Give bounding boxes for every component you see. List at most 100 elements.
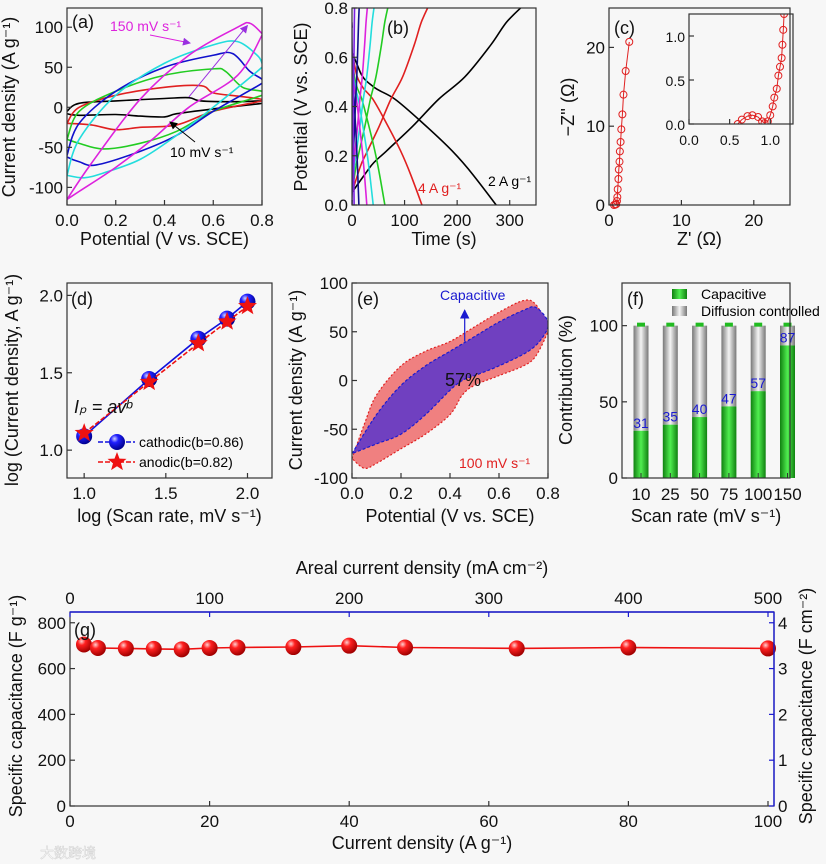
inset-point xyxy=(754,112,763,121)
x-tick-label: 1.0 xyxy=(72,484,96,503)
x-axis-title: Time (s) xyxy=(411,229,476,249)
y-tick-label: 50 xyxy=(44,58,63,77)
capacitance-point xyxy=(508,640,525,657)
plot-frame xyxy=(69,611,775,807)
x-tick-label: 0.5 xyxy=(720,132,740,148)
bar-diffusion xyxy=(780,325,795,346)
cv-curve-4 xyxy=(67,40,262,179)
nyquist-point xyxy=(613,185,622,194)
y-axis-title: −Z'' (Ω) xyxy=(558,78,578,137)
bar-value-label: 47 xyxy=(721,390,737,406)
panel-b: 0 100 200 300 0.0 0.2 0.4 0.6 0.8 Time (s) Potenti… xyxy=(291,0,537,249)
annotation-percent: 57% xyxy=(445,370,481,390)
capacitance-point xyxy=(173,641,190,658)
bar-capacitive xyxy=(633,430,649,478)
y-axis-title: Contribution (%) xyxy=(556,315,576,445)
top-axis-title: Areal current density (mA cm⁻²) xyxy=(296,558,549,578)
y-axis-title: Current density (A g⁻¹) xyxy=(0,17,19,198)
bar-value-label: 31 xyxy=(633,415,649,431)
x-tick-label: 0.2 xyxy=(104,211,128,230)
inset-point xyxy=(768,102,777,111)
x-axis-title: Current density (A g⁻¹) xyxy=(332,833,513,853)
cv-curve-5 xyxy=(67,21,262,201)
trend-arrow xyxy=(188,24,249,98)
x-tick-label: 0.0 xyxy=(679,132,699,148)
annotation-rate: 100 mV s⁻¹ xyxy=(459,455,531,471)
panel-label: (c) xyxy=(614,18,635,38)
y-axis-title: log (Current density, A g⁻¹) xyxy=(2,274,22,486)
discharge-curve-1 xyxy=(352,26,423,205)
bar-cap-marker xyxy=(783,322,792,327)
x-tick-label: 0.2 xyxy=(389,484,413,503)
capacitance-point xyxy=(89,639,106,656)
x-tick-label: 0.0 xyxy=(55,211,79,230)
annotation-10: 10 mV s⁻¹ xyxy=(170,144,234,160)
discharge-curve-0 xyxy=(352,26,498,205)
annotation-4A: 4 A g⁻¹ xyxy=(418,180,462,196)
bar-diffusion xyxy=(721,325,737,407)
panel-c: 0 10 20 0 10 20 Z' (Ω) −Z'' (Ω) (c) xyxy=(558,7,791,249)
nyquist-point xyxy=(619,90,628,99)
x-tick-label: 0.8 xyxy=(250,211,274,230)
x-tick-label: 25 xyxy=(661,485,680,504)
annotation-2A: 2 A g⁻¹ xyxy=(488,173,532,189)
x-tick-label: 10 xyxy=(672,211,691,230)
y-tick-label: 0 xyxy=(57,797,66,816)
y-tick-label: 0 xyxy=(54,98,63,117)
cv-curve-0 xyxy=(67,96,262,118)
bar-capacitive xyxy=(750,391,766,478)
legend-label: anodic(b=0.82) xyxy=(139,454,233,470)
x-tick-label: 0 xyxy=(604,211,613,230)
y-axis-title: Current density (A g⁻¹) xyxy=(286,290,306,471)
legend-label: Diffusion controlled xyxy=(701,303,820,319)
bar-value-label: 57 xyxy=(750,375,766,391)
watermark-logo: 大数跨境 xyxy=(40,845,96,861)
bar-cap-marker xyxy=(637,322,645,327)
bar-value-label: 87 xyxy=(780,329,796,345)
inset-point xyxy=(779,25,788,34)
x-tick-label: 20 xyxy=(200,812,219,831)
bar-value-label: 35 xyxy=(663,409,679,425)
x-tick-label: 100 xyxy=(754,812,782,831)
inset-point xyxy=(737,115,746,124)
y-tick-label: 1.0 xyxy=(666,29,686,45)
charge-curve-1 xyxy=(352,8,431,202)
y-axis-title: Specific capacitance (F g⁻¹) xyxy=(6,595,26,818)
bar-cap-marker xyxy=(754,322,763,327)
arrow xyxy=(169,121,196,143)
inset-point xyxy=(772,84,781,93)
nyquist-point xyxy=(615,157,624,166)
x-tick-label: 75 xyxy=(719,485,738,504)
inset-point xyxy=(770,93,779,102)
annotation-150: 150 mV s⁻¹ xyxy=(110,18,182,34)
x-tick-label: 150 xyxy=(773,485,801,504)
x-tick-label: 0.0 xyxy=(340,484,364,503)
y-tick-label: 1.5 xyxy=(39,364,63,383)
anodic-point xyxy=(74,423,94,442)
y-tick-label: 0 xyxy=(778,797,787,816)
anodic-point xyxy=(139,372,159,391)
equation: Iₚ = avᵇ xyxy=(74,397,133,417)
bar-cap-marker xyxy=(724,322,733,327)
plot-frame xyxy=(688,13,794,125)
plot-frame xyxy=(608,7,791,206)
x-tick-label: 2.0 xyxy=(236,484,260,503)
nyquist-point xyxy=(618,110,627,119)
y-tick-label: -100 xyxy=(314,469,348,488)
x-axis-title: Z' (Ω) xyxy=(677,229,722,249)
plot-frame xyxy=(66,282,273,479)
y-tick-label: 600 xyxy=(38,660,66,679)
y-tick-label: 0.5 xyxy=(666,73,686,89)
y-tick-label: -50 xyxy=(38,138,63,157)
y-tick-label: 0.2 xyxy=(324,147,348,166)
nyquist-point xyxy=(614,174,623,183)
bar-capacitive xyxy=(692,417,708,478)
bar-capacitive xyxy=(780,345,795,478)
x-tick-label: 100 xyxy=(744,485,772,504)
star-line xyxy=(83,305,248,434)
x-axis-title: Potential (V vs. SCE) xyxy=(80,229,249,249)
inset-point xyxy=(748,111,757,120)
nyquist-point xyxy=(621,67,630,76)
charge-curve-2 xyxy=(352,8,390,204)
